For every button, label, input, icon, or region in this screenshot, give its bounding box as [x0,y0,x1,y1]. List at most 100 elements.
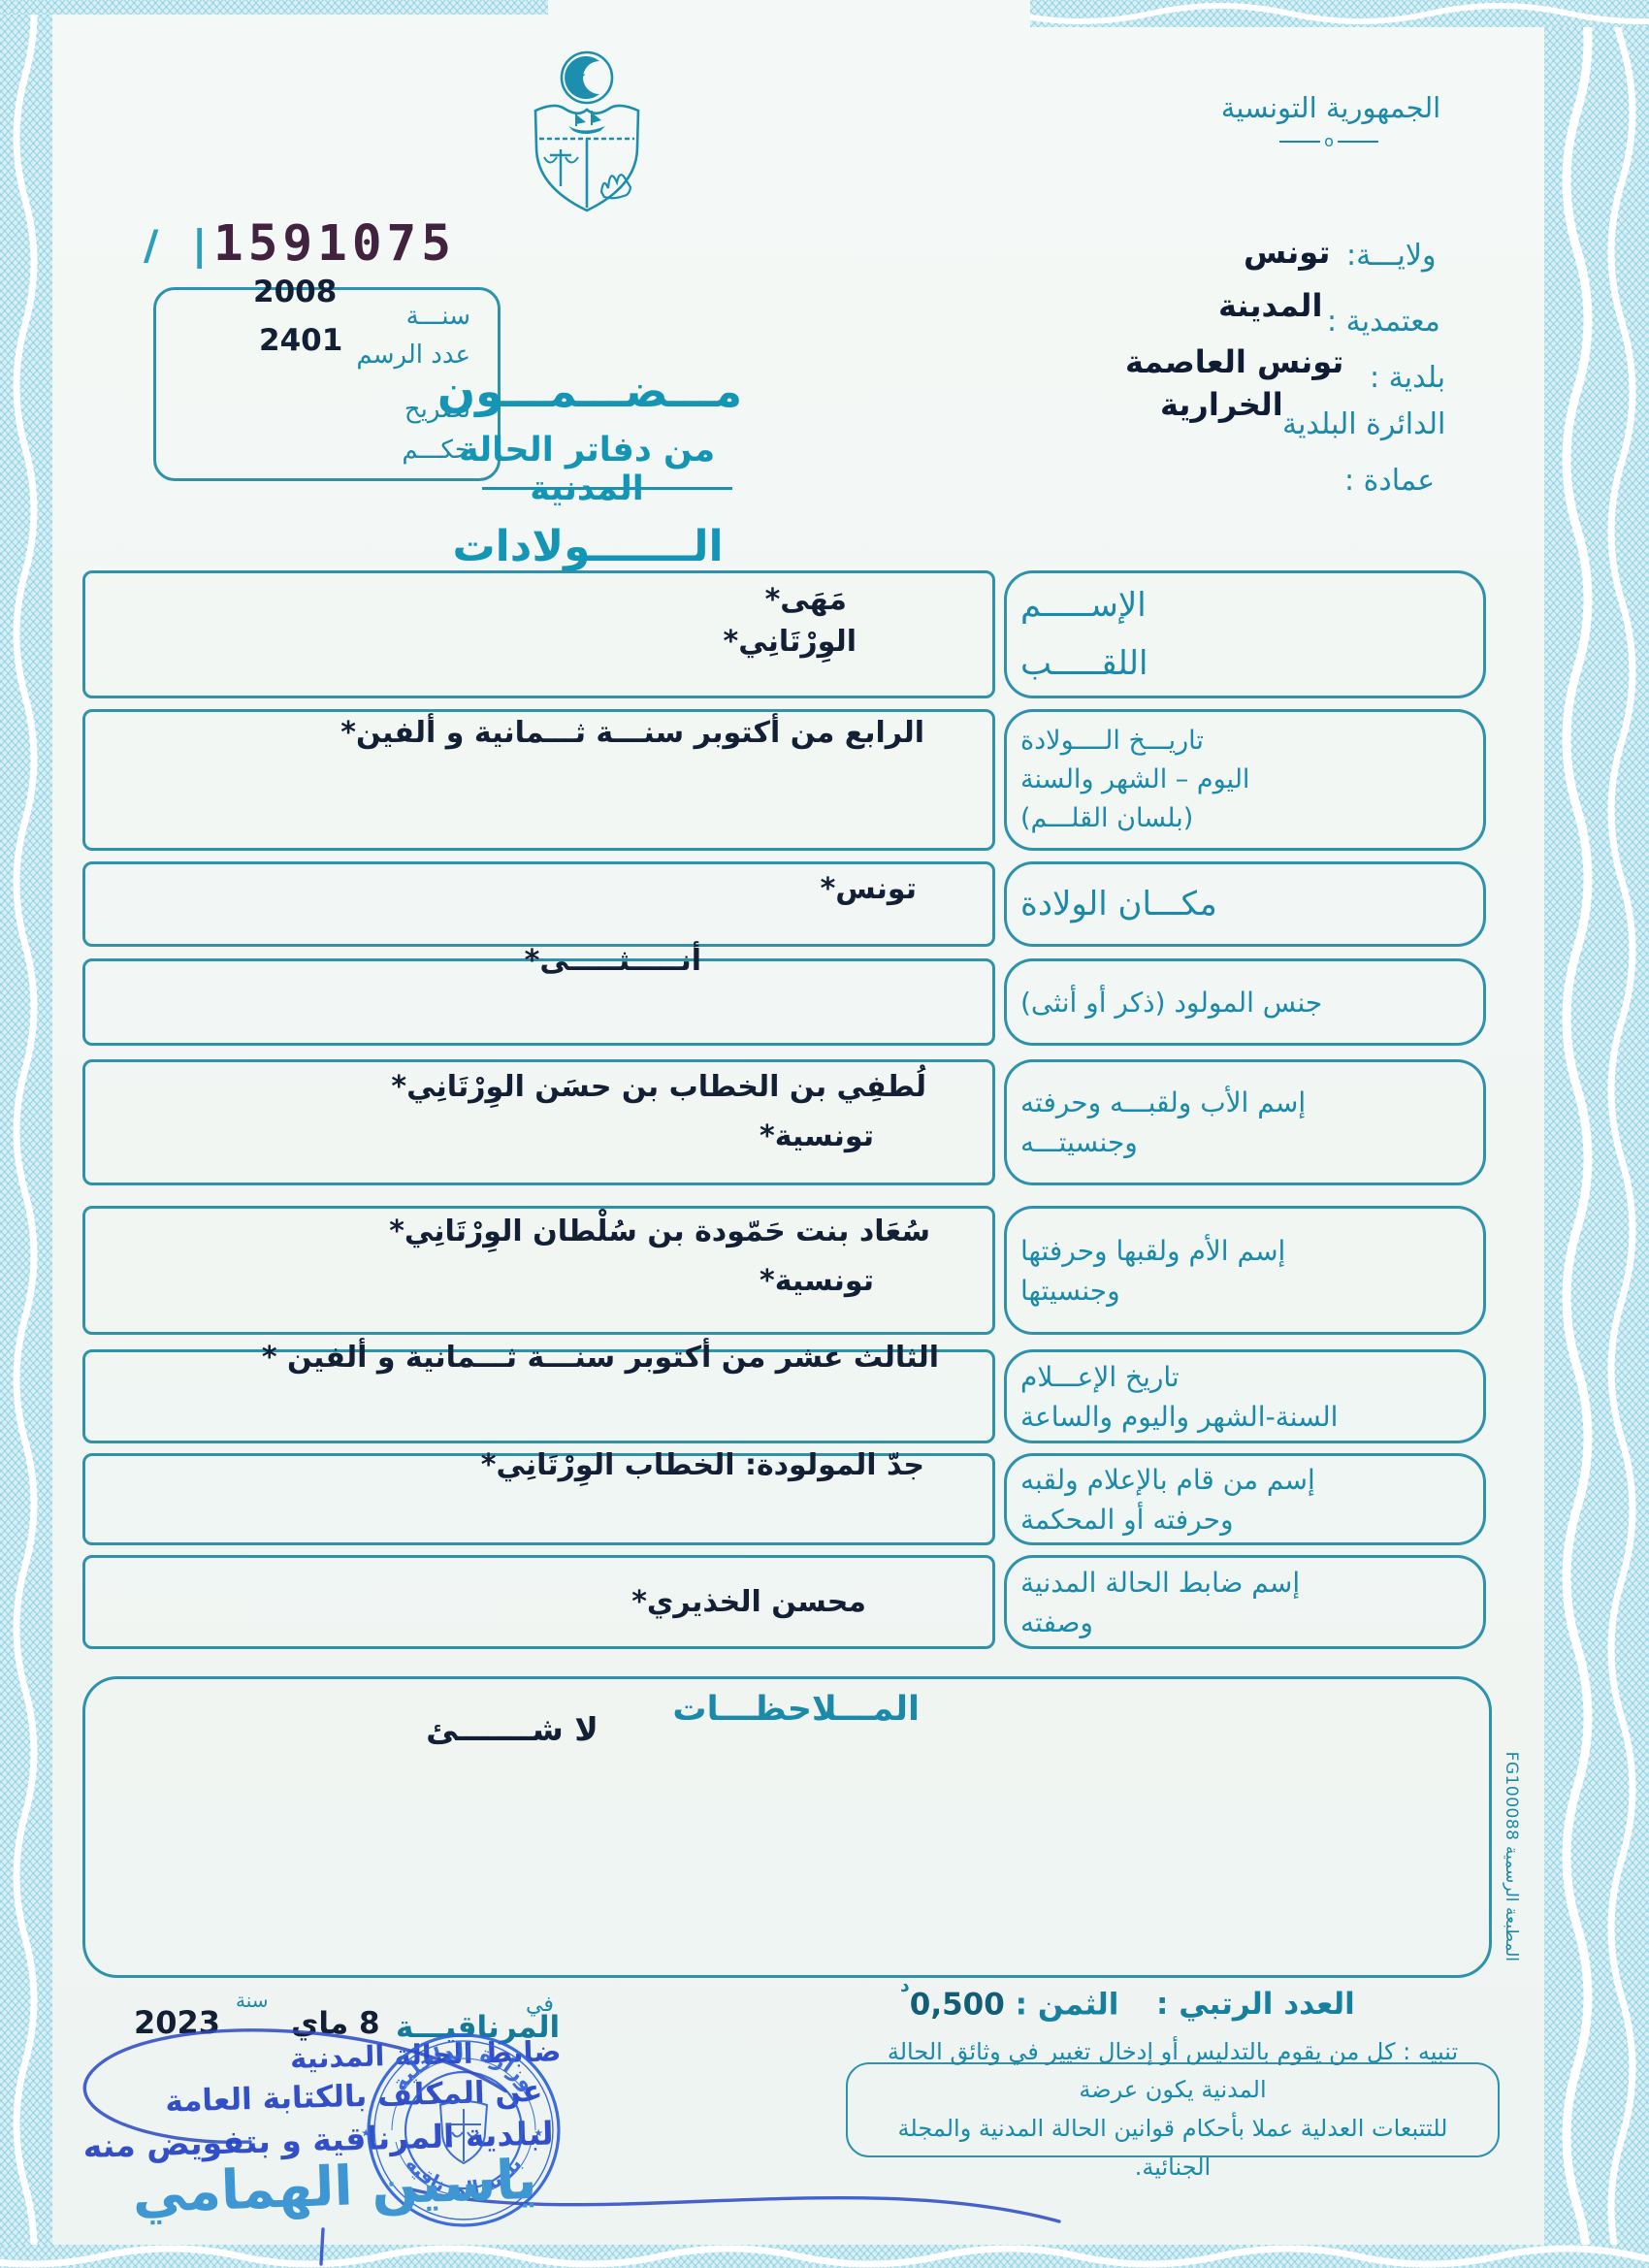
form-row-notification-date: الثالث عشر من أكتوبر سنـــة ثـــمانية و … [0,1341,1649,1443]
form-row-father: لُطفِي بن الخطاب بن حسَن الوِرْتَانِي* ت… [0,1059,1649,1185]
field-label: إسم الأم ولقبها وحرفتها [1020,1234,1286,1267]
mother-nationality-value: تونسية* [760,1264,874,1298]
value-box: لُطفِي بن الخطاب بن حسَن الوِرْتَانِي* ت… [82,1059,995,1185]
remarks-title: المـــلاحظـــات [672,1690,920,1729]
label-box: إسم ضابط الحالة المدنية وصفته [1004,1555,1486,1649]
field-label: وجنسيتها [1020,1274,1120,1307]
judgment-label: حكـــم [402,436,470,465]
wilaya-value: تونس [1244,234,1331,271]
guilloche-border-top-left [0,0,548,15]
label-box: الإســـــم اللقـــــب [1004,570,1486,698]
dinar-symbol: د [900,1975,910,1996]
year-label: سنـــة [405,302,470,331]
value-box: الثالث عشر من أكتوبر سنـــة ثـــمانية و … [82,1341,995,1443]
field-label: اللقـــــب [1020,644,1148,683]
value-box: الرابع من أكتوبر سنـــة ثـــمانية و ألفي… [82,709,995,851]
imada-label: عمادة : [1344,464,1436,498]
field-label: تاريـــخ الــــولادة [1020,726,1204,757]
record-number-label: عدد الرسم [356,340,470,370]
stamped-serial-number: 1591075 [213,215,456,273]
document-subtitle: من دفاتر الحالة المدنية [458,431,716,508]
margin-mark: | / [144,221,217,269]
field-label: مكـــان الولادة [1020,884,1217,923]
signature-swoosh-icon [82,2028,1061,2266]
form-row-mother: سُعَاد بنت حَمّودة بن سُلْطان الوِرْتَان… [0,1206,1649,1335]
label-box: مكـــان الولادة [1004,861,1486,947]
label-box: جنس المولود (ذكر أو أنثى) [1004,958,1486,1046]
field-label: وصفته [1020,1605,1093,1638]
birth-date-value: الرابع من أكتوبر سنـــة ثـــمانية و ألفي… [340,716,924,750]
republic-title: الجمهورية التونسية [1220,91,1441,124]
year-value: 2008 [253,275,338,309]
label-box: إسم الأب ولقبـــه وحرفته وجنسيتـــه [1004,1059,1486,1185]
field-label: وحرفته أو المحكمة [1020,1503,1234,1536]
declarant-value: جدّ المولودة: الخطاب الوِرْتَانِي* [480,1448,924,1482]
ordinal-number-label: العدد الرتبي : [1156,1987,1355,2022]
field-label: إسم من قام بالإعلام ولقبه [1020,1463,1315,1496]
registry-box: سنـــة عدد الرسم تصريح حكـــم 2008 2401 [153,275,501,481]
guilloche-border-right [1544,0,1649,2268]
warning-line: تنبيه : كل من يقوم بالتدليس أو إدخال تغي… [887,2037,1459,2104]
label-box: إسم من قام بالإعلام ولقبه وحرفته أو المح… [1004,1453,1486,1545]
form-row-birth-date: الرابع من أكتوبر سنـــة ثـــمانية و ألفي… [0,709,1649,851]
field-label: تاريخ الإعـــلام [1020,1360,1180,1393]
divider-o: o [1324,132,1334,150]
father-nationality-value: تونسية* [760,1119,874,1153]
remarks-box [82,1676,1492,1978]
seal-star: ٭ [534,2122,543,2143]
remarks-value: لا شـــــــئ [426,1710,598,1748]
label-box: تاريـــخ الــــولادة اليوم – الشهر والسن… [1004,709,1486,851]
warning-line: للتتبعات العدلية عملا بأحكام قوانين الحا… [897,2115,1448,2181]
declaration-label: تصريح [404,395,470,424]
seal-star: ٭ [361,2122,371,2143]
given-name-value: مَهَى* [764,583,847,617]
value-box: جدّ المولودة: الخطاب الوِرْتَانِي* [82,1448,995,1545]
births-title: الـــــــولادات [452,522,724,571]
municipal-district-value: الخرارية [1160,386,1283,423]
value-box: مَهَى* الوِرْتَانِي* [82,570,995,698]
guilloche-border-top-right [1030,0,1649,27]
value-box: محسن الخذيري* [82,1555,995,1649]
subtitle-underline [482,487,732,490]
field-label: إسم ضابط الحالة المدنية [1020,1566,1301,1599]
price-label: الثمن : [1015,1987,1119,2023]
father-name-value: لُطفِي بن الخطاب بن حسَن الوِرْتَانِي* [391,1070,926,1104]
value-box: تونس* [82,861,995,947]
form-row-birth-place: تونس* مكـــان الولادة [0,861,1649,947]
sex-value: أنـــــثـــــى* [524,944,701,978]
field-label: اليوم – الشهر والسنة [1020,764,1250,795]
notification-date-value: الثالث عشر من أكتوبر سنـــة ثـــمانية و … [261,1341,939,1375]
surname-value: الوِرْتَانِي* [723,625,857,659]
price-value: 0,500 [909,1987,1005,2023]
civil-officer-value: محسن الخذيري* [631,1585,866,1619]
field-label: جنس المولود (ذكر أو أنثى) [1020,986,1323,1019]
tunisia-coat-of-arms-icon [534,50,640,212]
municipal-district-label: الدائرة البلدية [1282,407,1446,441]
label-box: إسم الأم ولقبها وحرفتها وجنسيتها [1004,1206,1486,1335]
guilloche-border-bottom [0,2245,1649,2268]
date-place: المرناقيـــة [396,2010,561,2045]
baladiya-value: تونس العاصمة [1125,343,1344,380]
field-label: وجنسيتـــه [1020,1126,1138,1158]
form-row-name-surname: مَهَى* الوِرْتَانِي* الإســـــم اللقــــ… [0,570,1649,698]
date-in-label: في [526,1993,554,2017]
price: الثمن : 0,500د [900,1975,1119,2023]
form-row-sex: أنـــــثـــــى* جنس المولود (ذكر أو أنثى… [0,944,1649,1046]
guilloche-border-left [0,0,52,2268]
form-row-declarant: جدّ المولودة: الخطاب الوِرْتَانِي* إسم م… [0,1448,1649,1545]
field-label: (بلسان القلـــم) [1020,802,1194,833]
label-box: تاريخ الإعـــلام السنة-الشهر واليوم والس… [1004,1349,1486,1443]
mutamadiya-label: معتمدية : [1327,305,1440,339]
field-label: السنة-الشهر واليوم والساعة [1020,1400,1339,1433]
record-number-value: 2401 [259,323,343,358]
date-year-label: سنة [236,1989,269,2012]
value-box: سُعَاد بنت حَمّودة بن سُلْطان الوِرْتَان… [82,1206,995,1335]
birth-place-value: تونس* [820,872,917,906]
mutamadiya-value: المدينة [1218,287,1323,324]
printing-house-code: المطبعة الرسمية FG100088 [1502,1751,1521,1961]
wilaya-label: ولايـــة: [1346,239,1437,273]
field-label: إسم الأب ولقبـــه وحرفته [1020,1086,1307,1118]
field-label: الإســـــم [1020,585,1147,625]
mother-name-value: سُعَاد بنت حَمّودة بن سُلْطان الوِرْتَان… [389,1215,930,1248]
